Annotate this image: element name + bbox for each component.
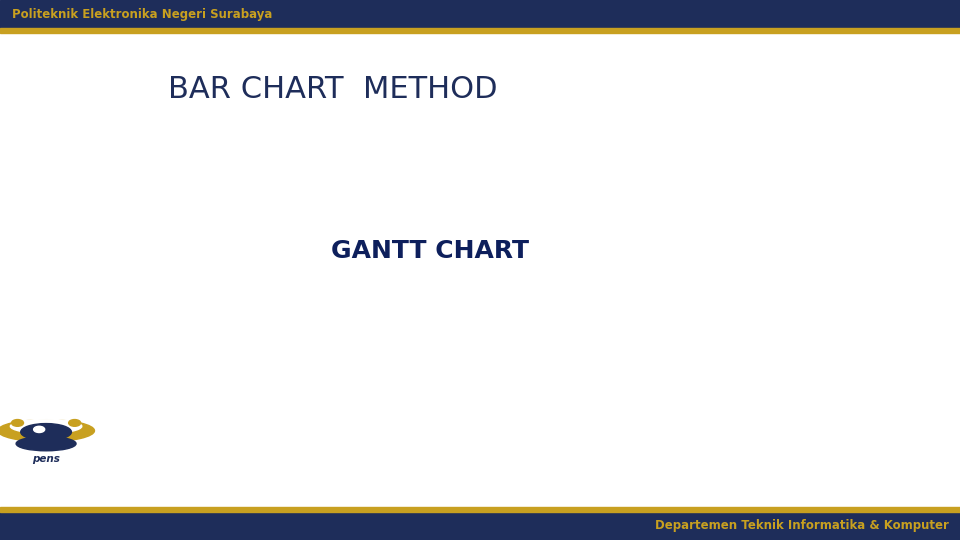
Ellipse shape: [0, 420, 94, 442]
Ellipse shape: [16, 436, 76, 451]
Circle shape: [12, 420, 23, 426]
Bar: [0, 28, 960, 33]
Bar: [0, 512, 960, 540]
Ellipse shape: [21, 423, 71, 441]
Text: BAR CHART  METHOD: BAR CHART METHOD: [168, 75, 497, 104]
Ellipse shape: [11, 419, 82, 434]
Text: Departemen Teknik Informatika & Komputer: Departemen Teknik Informatika & Komputer: [655, 519, 948, 532]
Text: pens: pens: [32, 454, 60, 464]
Circle shape: [69, 420, 81, 426]
Circle shape: [34, 426, 45, 433]
Bar: [0, 0, 960, 28]
Bar: [0, 507, 960, 512]
Text: Politeknik Elektronika Negeri Surabaya: Politeknik Elektronika Negeri Surabaya: [12, 8, 272, 21]
Text: GANTT CHART: GANTT CHART: [331, 239, 529, 263]
